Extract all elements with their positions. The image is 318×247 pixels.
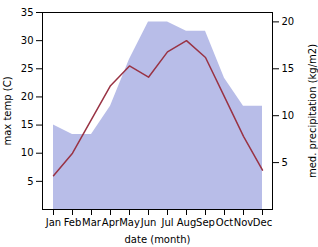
svg-text:Nov: Nov	[234, 217, 254, 228]
svg-text:30: 30	[21, 35, 34, 46]
svg-text:Feb: Feb	[64, 217, 82, 228]
svg-text:10: 10	[21, 147, 34, 158]
svg-text:Sep: Sep	[196, 217, 215, 228]
svg-text:25: 25	[21, 63, 34, 74]
svg-text:10: 10	[282, 110, 295, 121]
svg-text:5: 5	[27, 176, 33, 187]
svg-text:Jul: Jul	[160, 217, 173, 228]
svg-text:20: 20	[282, 16, 295, 27]
svg-text:Mar: Mar	[82, 217, 102, 228]
svg-text:Oct: Oct	[216, 217, 233, 228]
svg-text:20: 20	[21, 91, 34, 102]
svg-text:May: May	[119, 217, 140, 228]
svg-text:35: 35	[21, 7, 34, 18]
svg-text:date (month): date (month)	[125, 234, 191, 245]
svg-text:Dec: Dec	[253, 217, 272, 228]
svg-text:Jan: Jan	[45, 217, 61, 228]
svg-text:5: 5	[282, 157, 288, 168]
svg-text:15: 15	[21, 119, 34, 130]
svg-text:15: 15	[282, 63, 295, 74]
svg-text:Aug: Aug	[177, 217, 197, 228]
svg-text:med. precipitation (kg/m2): med. precipitation (kg/m2)	[307, 44, 318, 178]
svg-text:max temp (C): max temp (C)	[2, 76, 13, 145]
svg-text:Jun: Jun	[140, 217, 157, 228]
svg-text:Apr: Apr	[102, 217, 120, 228]
